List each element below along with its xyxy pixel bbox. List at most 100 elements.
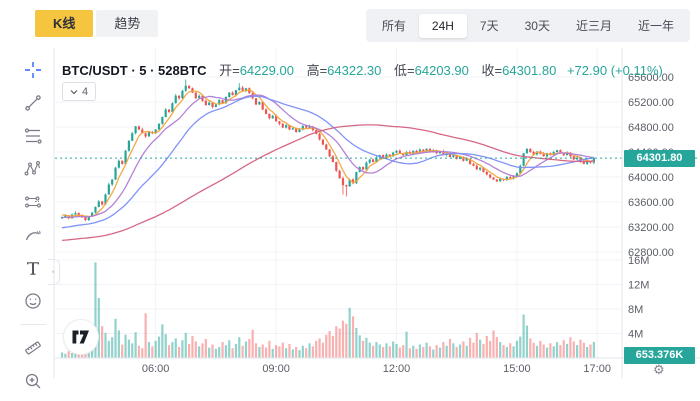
- volume-bar: [244, 341, 248, 358]
- candle-body: [134, 126, 137, 134]
- volume-bar: [378, 344, 381, 358]
- xabcd-pattern-icon[interactable]: [21, 157, 45, 181]
- volume-bar: [204, 339, 207, 358]
- candle-body: [228, 92, 231, 97]
- volume-bar: [325, 334, 328, 358]
- candle-body: [535, 151, 539, 155]
- ruler-icon[interactable]: [21, 336, 45, 360]
- candle-body: [208, 102, 211, 106]
- volume-bar: [301, 345, 304, 358]
- candle-body: [418, 149, 422, 153]
- trend-line-icon[interactable]: [21, 91, 45, 115]
- candle-body: [388, 154, 391, 157]
- tradingview-logo[interactable]: [63, 319, 99, 355]
- range-button-24h[interactable]: 24H: [418, 13, 467, 38]
- candle-body: [214, 104, 217, 107]
- candle-body: [188, 85, 191, 89]
- candle-body: [532, 152, 535, 155]
- indicators-collapse-button[interactable]: 4: [62, 82, 97, 101]
- volume-bar: [147, 342, 151, 358]
- range-button-30d[interactable]: 30天: [524, 19, 550, 33]
- volume-bar: [321, 342, 325, 358]
- volume-bar: [104, 332, 107, 358]
- close-value: 64301.80: [502, 63, 557, 78]
- brush-icon[interactable]: [21, 223, 45, 247]
- candle-body: [121, 160, 124, 164]
- candle-body: [184, 85, 187, 91]
- text-tool-icon[interactable]: [21, 256, 45, 280]
- volume-bar: [529, 338, 532, 358]
- toolbar-divider: [20, 324, 46, 325]
- fib-retracement-icon[interactable]: [21, 124, 45, 148]
- projection-icon[interactable]: [21, 190, 45, 214]
- candle-body: [274, 115, 278, 122]
- candle-body: [489, 174, 492, 178]
- tradingview-glyph-icon: [72, 330, 89, 344]
- volume-bar: [131, 343, 134, 358]
- candle-body: [264, 109, 268, 114]
- high-value: 64322.30: [327, 63, 382, 78]
- volume-bar: [345, 323, 348, 358]
- ma-slowest-line: [61, 124, 594, 242]
- zoom-in-icon[interactable]: [21, 369, 45, 393]
- volume-bar: [489, 340, 492, 358]
- volume-bar: [522, 314, 525, 358]
- volume-bar: [361, 340, 365, 358]
- volume-bar: [171, 342, 174, 358]
- candle-body: [161, 117, 164, 124]
- price-axis-label: 65200.00: [628, 97, 674, 109]
- time-axis-label: 17:00: [583, 363, 611, 375]
- volume-bar: [448, 339, 452, 358]
- volume-bar: [368, 342, 371, 358]
- volume-bar: [405, 331, 408, 358]
- ma-mid-line: [61, 94, 594, 219]
- volume-bar: [251, 329, 254, 358]
- volume-bar: [341, 320, 345, 358]
- candle-body: [395, 150, 398, 153]
- volume-bar: [184, 332, 187, 358]
- volume-bar: [499, 342, 502, 358]
- volume-bar: [398, 347, 401, 358]
- volume-bar: [298, 350, 301, 358]
- candle-body: [465, 158, 468, 161]
- candle-body: [60, 217, 64, 219]
- chart-plot-area[interactable]: [55, 48, 622, 358]
- candle-body: [114, 167, 117, 180]
- candle-body: [308, 126, 311, 128]
- volume-bar: [228, 340, 231, 358]
- volume-bar: [358, 335, 361, 358]
- range-button-7d[interactable]: 7天: [479, 19, 499, 33]
- candle-body: [254, 98, 258, 105]
- volume-bar: [331, 335, 335, 358]
- candle-body: [131, 133, 134, 141]
- volume-bar: [231, 348, 234, 358]
- volume-bar: [425, 342, 428, 358]
- volume-bar: [91, 344, 94, 358]
- volume-bar: [492, 330, 495, 358]
- candle-body: [94, 207, 97, 213]
- volume-bar: [509, 343, 512, 358]
- crosshair-icon[interactable]: [21, 58, 45, 82]
- candle-body: [351, 179, 355, 184]
- candle-body: [271, 115, 274, 119]
- candle-body: [512, 175, 515, 179]
- volume-bar: [224, 345, 228, 358]
- candle-body: [281, 123, 284, 128]
- axis-settings-gear-icon[interactable]: ⚙: [653, 362, 665, 377]
- volume-bar: [328, 331, 331, 358]
- tab-kline[interactable]: K线: [35, 10, 94, 37]
- volume-bar: [335, 326, 338, 358]
- price-axis-label: 64000.00: [628, 172, 674, 184]
- candle-body: [298, 129, 301, 132]
- candle-body: [559, 150, 562, 154]
- tab-trend[interactable]: 趋势: [96, 10, 159, 37]
- volume-bar: [435, 345, 438, 358]
- emoji-icon[interactable]: [21, 289, 45, 313]
- range-button-1y[interactable]: 近一年: [637, 19, 674, 33]
- range-button-all[interactable]: 所有: [381, 19, 406, 33]
- volume-bar: [87, 351, 90, 358]
- range-button-3m[interactable]: 近三月: [575, 19, 612, 33]
- candle-body: [519, 165, 522, 174]
- volume-bar: [248, 339, 251, 358]
- volume-bar: [582, 342, 585, 358]
